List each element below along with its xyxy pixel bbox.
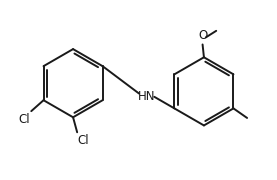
Text: HN: HN	[138, 90, 155, 103]
Text: Cl: Cl	[18, 113, 30, 126]
Text: O: O	[198, 29, 207, 42]
Text: Cl: Cl	[77, 134, 89, 147]
